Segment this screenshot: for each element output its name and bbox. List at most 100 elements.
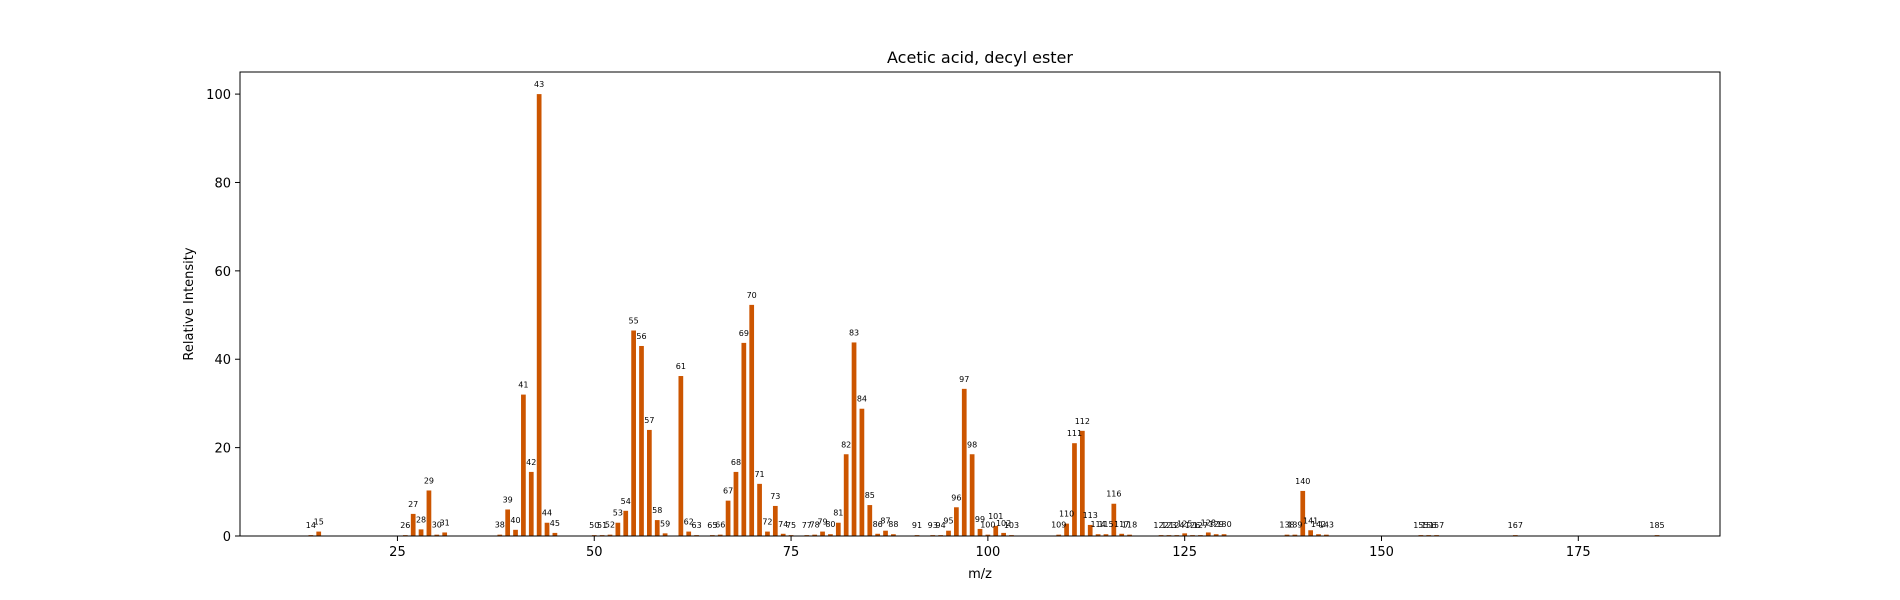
bar-mz-80 (828, 534, 833, 536)
bar-label-mz-123: 123 (1161, 521, 1176, 530)
bar-label-mz-129: 129 (1209, 520, 1224, 529)
bar-label-mz-58: 58 (652, 506, 662, 515)
x-tick-label-25: 25 (389, 545, 406, 560)
bar-mz-31 (442, 532, 448, 536)
bar-label-mz-102: 102 (996, 519, 1011, 528)
bar-label-mz-127: 127 (1193, 521, 1208, 530)
bar-label-mz-67: 67 (723, 487, 733, 496)
bar-label-mz-42: 42 (526, 458, 536, 467)
bar-label-mz-122: 122 (1153, 521, 1168, 530)
x-tick-label-50: 50 (586, 545, 603, 560)
bar-label-mz-15: 15 (314, 518, 324, 527)
y-tick-label-60: 60 (214, 265, 231, 280)
bar-label-mz-155: 155 (1413, 521, 1428, 530)
bar-label-mz-38: 38 (495, 521, 505, 530)
bar-mz-100 (985, 534, 991, 536)
bar-mz-115 (1103, 534, 1109, 536)
bars-layer (308, 94, 1660, 536)
bar-mz-130 (1221, 534, 1227, 536)
plot-frame (239, 71, 1721, 537)
bar-mz-125 (1182, 533, 1188, 536)
bar-label-mz-71: 71 (754, 470, 764, 479)
bar-label-mz-110: 110 (1059, 510, 1074, 519)
bar-label-mz-57: 57 (644, 416, 654, 425)
bar-label-mz-138: 138 (1279, 521, 1294, 530)
bar-mz-29 (426, 490, 432, 536)
bar-label-mz-30: 30 (432, 521, 442, 530)
bar-mz-139 (1292, 534, 1298, 536)
bar-label-mz-27: 27 (408, 500, 418, 509)
bar-label-mz-125: 125 (1177, 519, 1192, 528)
bar-label-mz-50: 50 (589, 521, 599, 530)
bar-mz-40 (513, 529, 518, 536)
bar-label-mz-98: 98 (967, 440, 977, 449)
bar-mz-45 (552, 532, 558, 536)
bar-mz-88 (891, 534, 896, 536)
bar-mz-52 (607, 534, 613, 536)
bar-label-mz-87: 87 (880, 517, 890, 526)
bar-mz-15 (316, 531, 322, 536)
bar-label-mz-28: 28 (416, 515, 426, 524)
bar-label-mz-53: 53 (613, 509, 623, 518)
bar-label-mz-41: 41 (518, 381, 528, 390)
bar-label-mz-101: 101 (988, 512, 1003, 521)
bar-mz-110 (1064, 523, 1069, 536)
bar-label-mz-70: 70 (747, 291, 757, 300)
x-tick-label-100: 100 (975, 545, 1000, 560)
bar-mz-128 (1205, 532, 1211, 536)
bar-mz-85 (867, 505, 873, 536)
bar-mz-129 (1213, 534, 1219, 536)
bar-label-mz-143: 143 (1319, 521, 1334, 530)
bar-mz-117 (1119, 533, 1125, 536)
bar-label-mz-100: 100 (980, 521, 995, 530)
bar-mz-84 (859, 408, 865, 536)
bar-mz-58 (654, 520, 660, 536)
x-ticks-layer: 25 50 75 100 125 150 175 (389, 536, 1591, 560)
bar-label-mz-118: 118 (1122, 521, 1137, 530)
bar-mz-86 (875, 533, 881, 536)
bar-label-mz-99: 99 (975, 515, 985, 524)
bar-label-mz-130: 130 (1216, 520, 1231, 529)
bar-label-mz-75: 75 (786, 521, 796, 530)
bar-label-mz-115: 115 (1098, 520, 1113, 529)
bar-label-mz-63: 63 (692, 521, 702, 530)
bar-label-mz-86: 86 (873, 520, 883, 529)
bar-mz-81 (835, 522, 841, 536)
bar-label-mz-128: 128 (1201, 518, 1216, 527)
bar-mz-78 (812, 534, 818, 536)
bar-mz-98 (969, 454, 975, 536)
bar-mz-72 (765, 531, 770, 536)
bar-label-mz-81: 81 (833, 509, 843, 518)
bar-label-mz-167: 167 (1508, 521, 1523, 530)
bar-label-mz-157: 157 (1429, 521, 1444, 530)
bar-mz-83 (851, 342, 857, 536)
bar-mz-74 (780, 533, 786, 536)
y-tick-label-20: 20 (214, 442, 231, 457)
bar-label-mz-93: 93 (928, 521, 938, 530)
bar-label-mz-126: 126 (1185, 521, 1200, 530)
bar-mz-69 (741, 342, 747, 536)
y-tick-label-80: 80 (214, 176, 231, 191)
bar-label-mz-68: 68 (731, 458, 741, 467)
y-ticks-layer: 0 20 40 60 80 100 (206, 88, 240, 545)
bar-label-mz-113: 113 (1083, 511, 1098, 520)
bar-mz-82 (843, 454, 849, 536)
bar-label-mz-156: 156 (1421, 521, 1436, 530)
bar-mz-97 (961, 388, 967, 536)
bar-label-mz-83: 83 (849, 328, 859, 337)
bar-label-mz-29: 29 (424, 476, 434, 485)
bar-label-mz-72: 72 (762, 518, 772, 527)
bar-mz-57 (647, 429, 652, 536)
bar-label-mz-54: 54 (621, 497, 631, 506)
bar-mz-114 (1095, 534, 1101, 536)
bar-mz-112 (1079, 430, 1085, 536)
bar-label-mz-43: 43 (534, 80, 544, 89)
bar-label-mz-69: 69 (739, 329, 749, 338)
bar-mz-42 (528, 471, 534, 536)
bar-label-mz-124: 124 (1169, 521, 1184, 530)
bar-label-mz-117: 117 (1114, 520, 1129, 529)
bar-label-mz-79: 79 (817, 518, 827, 527)
bar-label-mz-39: 39 (503, 495, 513, 504)
